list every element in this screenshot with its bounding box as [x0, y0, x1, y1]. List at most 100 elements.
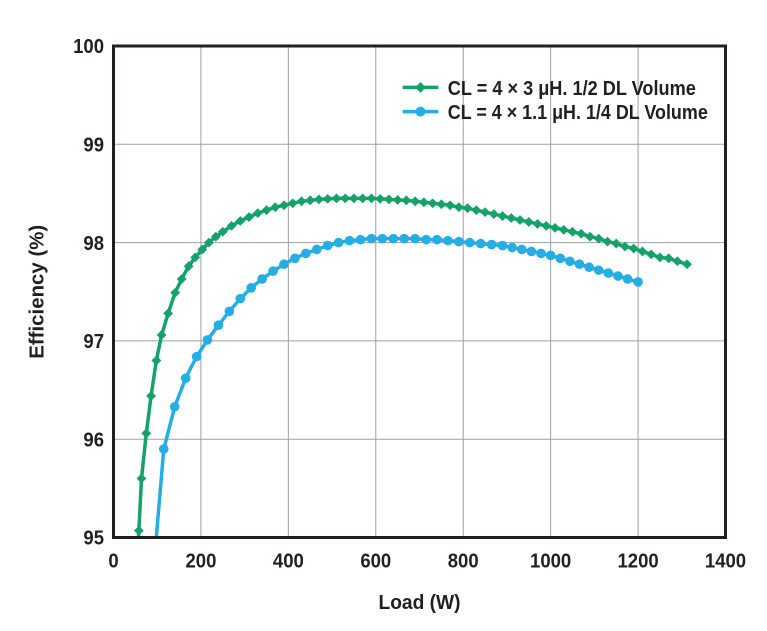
series-marker-diamond [279, 200, 289, 211]
series-marker-diamond [190, 252, 201, 263]
series-marker-diamond [663, 253, 674, 264]
series-marker-diamond [141, 428, 152, 439]
series-marker-circle [526, 246, 537, 257]
series-marker-diamond [176, 274, 187, 284]
series-marker-circle [344, 235, 355, 246]
series-marker-diamond [366, 193, 377, 204]
x-tick-label: 600 [360, 551, 391, 573]
x-tick-label: 800 [448, 551, 479, 573]
series-marker-diamond [593, 233, 604, 244]
series-marker-diamond [314, 194, 324, 205]
legend-label: CL = 4 × 3 μH. 1/2 DL Volume [448, 78, 696, 100]
series-marker-diamond [488, 209, 499, 219]
series-marker-circle [486, 239, 497, 250]
series-marker-diamond [270, 202, 281, 213]
series-marker-circle [432, 234, 442, 245]
y-axis-title: Efficiency (%) [27, 225, 49, 359]
series-marker-diamond [628, 243, 639, 254]
series-marker-circle [366, 233, 377, 244]
series-marker-diamond [541, 220, 552, 231]
series-marker-diamond [384, 194, 394, 205]
series-marker-diamond [532, 219, 543, 229]
series-marker-diamond [331, 193, 342, 204]
series-marker-circle [290, 253, 300, 264]
legend-marker-circle [415, 106, 426, 117]
x-tick-label: 0 [108, 551, 118, 573]
series-marker-diamond [523, 217, 534, 227]
series-marker-circle [507, 242, 517, 253]
series-marker-diamond [550, 222, 560, 233]
series-marker-circle [613, 271, 623, 281]
series-marker-circle [603, 268, 614, 278]
series-marker-diamond [611, 238, 622, 249]
series-marker-diamond [146, 391, 156, 401]
series-marker-diamond [672, 256, 683, 267]
series-green [133, 193, 692, 537]
series-marker-circle [180, 373, 191, 384]
series-marker-circle [536, 248, 546, 259]
series-marker-circle [516, 244, 527, 255]
series-marker-circle [246, 283, 256, 293]
legend-marker-diamond [415, 82, 426, 93]
series-marker-circle [224, 306, 235, 317]
series-marker-circle [311, 244, 322, 255]
series-marker-circle [235, 293, 246, 304]
series-marker-diamond [217, 226, 228, 237]
series-marker-circle [268, 266, 278, 276]
series-marker-diamond [322, 193, 333, 204]
series-marker-diamond [558, 224, 569, 235]
series-marker-circle [257, 274, 267, 284]
series-marker-diamond [183, 261, 194, 272]
y-tick-label: 100 [73, 36, 104, 58]
series-marker-diamond [576, 228, 587, 239]
series-marker-circle [333, 237, 344, 248]
series-marker-circle [584, 262, 594, 272]
series-marker-diamond [252, 208, 263, 219]
series-marker-circle [622, 274, 633, 284]
series-marker-diamond [462, 203, 473, 214]
series-marker-circle [301, 248, 311, 259]
series-marker-circle [475, 238, 486, 249]
series-marker-circle [565, 256, 575, 267]
series-marker-circle [377, 233, 388, 244]
series-marker-diamond [436, 199, 447, 210]
series-marker-diamond [637, 246, 648, 257]
series-marker-circle [213, 320, 224, 330]
series-marker-diamond [401, 195, 412, 206]
series-marker-circle [545, 250, 556, 261]
series-marker-diamond [244, 212, 254, 222]
series-marker-diamond [471, 205, 482, 216]
x-tick-label: 200 [185, 551, 216, 573]
x-tick-label: 1200 [617, 551, 658, 573]
series-blue [154, 233, 643, 537]
series-marker-diamond [136, 473, 147, 484]
series-marker-circle [574, 259, 585, 270]
x-tick-label: 1400 [705, 551, 746, 573]
series-marker-circle [279, 259, 289, 270]
series-marker-diamond [305, 195, 316, 206]
series-marker-diamond [170, 287, 181, 298]
series-marker-diamond [197, 244, 208, 255]
series-marker-diamond [646, 249, 657, 260]
x-axis-title: Load (W) [379, 592, 461, 614]
series-marker-diamond [133, 525, 144, 536]
series-marker-circle [169, 401, 180, 412]
y-tick-label: 97 [83, 331, 104, 353]
series-marker-diamond [515, 215, 525, 225]
series-marker-circle [158, 444, 169, 454]
series-marker-diamond [418, 197, 429, 208]
series-line [154, 236, 639, 537]
series-marker-diamond [392, 194, 403, 205]
series-marker-circle [555, 253, 566, 264]
series-marker-circle [410, 233, 420, 244]
series-marker-diamond [210, 231, 221, 242]
y-tick-label: 96 [83, 429, 104, 451]
series-marker-diamond [506, 213, 517, 223]
series-marker-circle [355, 234, 366, 245]
y-tick-label: 98 [83, 233, 104, 255]
legend-label: CL = 4 × 1.1 μH. 1/4 DL Volume [448, 102, 708, 124]
series-marker-diamond [296, 196, 307, 207]
x-tick-label: 400 [273, 551, 304, 573]
